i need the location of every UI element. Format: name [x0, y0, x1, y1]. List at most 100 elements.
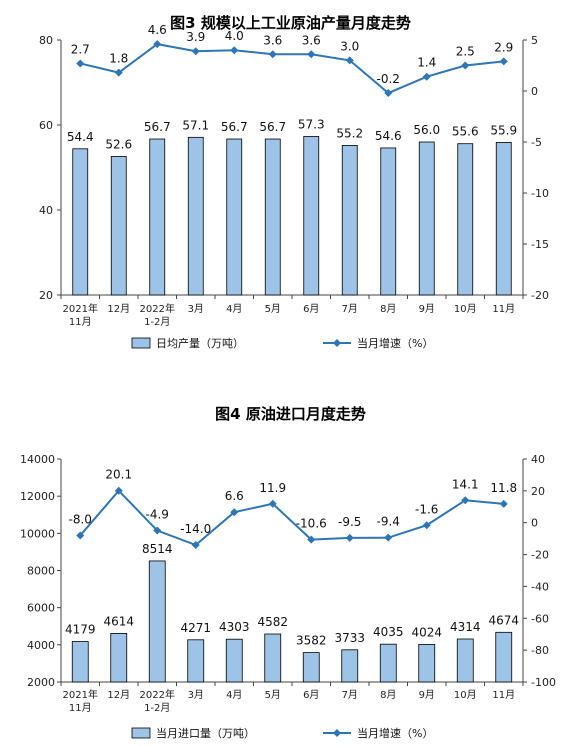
chart-2-x-tick-label: 3月: [188, 689, 204, 701]
chart-2-bar: [264, 633, 282, 683]
chart-2-x-tick-label: 11月: [69, 702, 92, 714]
chart-1-growth-label: 3.0: [340, 39, 359, 53]
chart-1-right-tick-label: -15: [531, 238, 549, 251]
chart-2-bar: [302, 652, 320, 683]
chart-1-right-tick-label: -5: [531, 136, 542, 149]
chart-2-legend-line-marker: [333, 729, 341, 737]
chart-1-growth-point: [191, 47, 200, 56]
chart-1-left-tick-label: 60: [39, 119, 53, 132]
chart-1-growth-label: 3.6: [263, 33, 282, 47]
chart-2-right-tick-label: -20: [531, 549, 549, 562]
chart-1-growth-line: [80, 43, 504, 95]
chart-2-right-tick-label: 20: [531, 485, 545, 498]
chart-1-growth-label: 2.9: [494, 40, 513, 54]
chart-1-left-tick-label: 80: [39, 34, 53, 47]
chart-2-growth-line: [79, 489, 504, 547]
chart-1-x-tick-label: 9月: [419, 303, 435, 315]
chart-2-legend-bar-swatch: [131, 727, 151, 739]
chart-1-bar: [110, 156, 127, 296]
chart-1-bar: [418, 141, 435, 296]
chart-2-bar-label: 4582: [257, 615, 288, 629]
chart-2-growth-point: [499, 499, 508, 508]
chart-1-x-tick-label: 4月: [226, 303, 242, 315]
chart-1-bar-label: 55.2: [336, 126, 363, 140]
chart-1-bar: [226, 138, 243, 296]
chart-2-bar: [225, 638, 243, 683]
chart-1-growth-point: [114, 68, 123, 77]
chart-2-bar: [148, 560, 166, 683]
chart-2-growth-point: [76, 531, 85, 540]
chart-2-bar: [341, 649, 359, 683]
chart-1-bar-label: 56.7: [144, 120, 171, 134]
chart-2-bar-label: 4303: [219, 620, 250, 634]
chart-1-left-tick-label: 20: [39, 289, 53, 302]
chart-2-bar-label: 4614: [103, 614, 134, 628]
chart-2-x-tick-label: 10月: [454, 689, 477, 701]
chart-1-right-tick-label: 5: [531, 34, 538, 47]
chart-2-x-tick-label: 9月: [419, 689, 435, 701]
chart-2-left-tick-label: 14000: [20, 453, 55, 466]
chart-2-growth-label: -8.0: [69, 512, 92, 526]
chart-1-legend-bar-swatch: [131, 337, 151, 349]
chart-1-bar-label: 52.6: [105, 137, 132, 151]
chart-2-left-tick-label: 2000: [27, 676, 55, 689]
chart-2-left-tick-label: 8000: [27, 565, 55, 578]
chart-1-left-tick-label: 40: [39, 204, 53, 217]
chart-1-bar-label: 56.7: [221, 120, 248, 134]
chart-2-legend-line-label: 当月增速（%）: [357, 726, 433, 740]
chart-1-growth-point: [230, 46, 239, 55]
chart-1-growth-label: 4.6: [148, 23, 167, 37]
chart-1-growth-point: [422, 72, 431, 81]
chart-2-growth-label: 20.1: [105, 468, 132, 482]
chart-1-x-tick-label: 7月: [342, 303, 358, 315]
chart-2-right-tick-label: 0: [531, 517, 538, 530]
chart-1-bar-label: 57.1: [182, 118, 209, 132]
chart-2-bar-label: 4035: [373, 625, 404, 639]
chart-1-legend-line-label: 当月增速（%）: [357, 336, 433, 350]
chart-2-right-tick-label: -80: [531, 644, 549, 657]
chart-1-right-tick-label: 0: [531, 85, 538, 98]
chart-2-bar-label: 3733: [334, 631, 365, 645]
chart-2-bar: [379, 643, 397, 683]
chart-1-growth-label: 3.6: [302, 33, 321, 47]
chart-2-growth-point: [422, 521, 431, 530]
chart-2-bar-label: 4179: [65, 623, 96, 637]
chart-2-growth-label: 6.6: [225, 489, 244, 503]
chart-1-growth-label: -0.2: [377, 72, 400, 86]
chart-2-growth-label: 14.1: [452, 477, 479, 491]
chart-2-x-tick-label: 8月: [380, 689, 396, 701]
chart-2-bar-label: 4674: [488, 613, 519, 627]
chart-2-bar: [456, 638, 474, 683]
chart-2-x-tick-label: 1-2月: [144, 702, 170, 714]
chart-2-growth-label: -9.5: [338, 515, 361, 529]
chart-2-growth-point: [114, 486, 123, 495]
chart-1-growth-label: 2.5: [456, 45, 475, 59]
chart-1-bar: [72, 148, 89, 296]
chart-1-x-tick-label: 6月: [303, 303, 319, 315]
chart-2-x-tick-label: 6月: [303, 689, 319, 701]
chart-2-growth-point: [191, 541, 200, 550]
chart-1-growth-label: 1.8: [109, 52, 128, 66]
chart-1-x-tick-label: 2022年: [140, 302, 175, 315]
chart-2-bar: [110, 633, 128, 683]
chart-1-x-tick-label: 11月: [492, 303, 515, 315]
chart-1-growth-label: 2.7: [71, 42, 90, 56]
chart-1-bar-label: 55.9: [490, 123, 517, 137]
chart-1-x-tick-label: 12月: [107, 303, 130, 315]
chart-2-x-tick-label: 2021年: [63, 688, 98, 701]
chart-2-growth-point: [345, 533, 354, 542]
chart-2-bar: [418, 643, 436, 683]
chart-2-growth-point: [307, 535, 316, 544]
chart-1-growth-label: 4.0: [225, 29, 244, 43]
chart-2-x-tick-label: 7月: [342, 689, 358, 701]
chart-2-x-tick-label: 2022年: [140, 688, 175, 701]
chart-1-bar-label: 56.0: [413, 123, 440, 137]
chart-2-right-tick-label: -40: [531, 580, 549, 593]
chart-1-x-tick-label: 3月: [188, 303, 204, 315]
chart-2-bar-label: 4271: [180, 621, 211, 635]
chart-1-x-tick-label: 11月: [69, 316, 92, 328]
chart-2-x-tick-label: 4月: [226, 689, 242, 701]
chart-2-left-tick-label: 12000: [20, 490, 55, 503]
chart-1-bar-label: 57.3: [298, 117, 325, 131]
chart-1-growth-point: [345, 56, 354, 65]
